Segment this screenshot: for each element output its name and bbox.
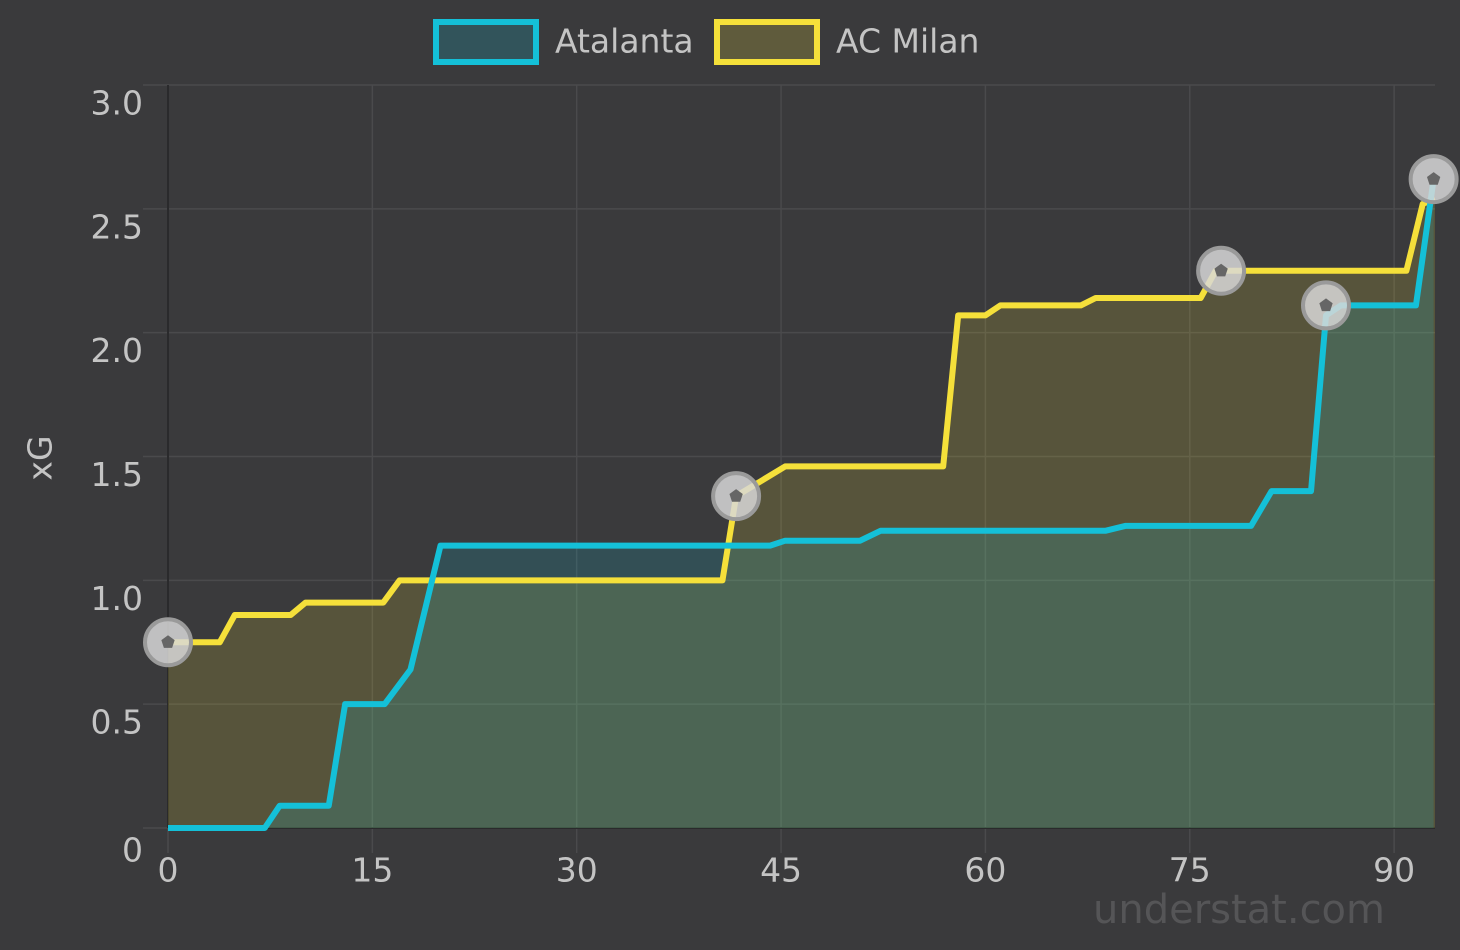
goal-marker: [711, 471, 762, 522]
watermark: understat.com: [1093, 887, 1385, 933]
area: [168, 179, 1434, 828]
x-tick-label: 0: [158, 851, 179, 890]
goal-ball-patch: [161, 635, 175, 648]
y-tick-label: 2.5: [91, 207, 143, 246]
x-tick-label: 75: [1169, 851, 1211, 890]
area: [168, 198, 1435, 829]
y-tick-label: 0: [122, 831, 143, 870]
y-tick-label: 1.5: [91, 455, 143, 494]
goal-ball-patch: [1319, 298, 1333, 312]
goal-ball-patch: [1426, 172, 1441, 185]
goal-ball-patch: [1214, 263, 1228, 277]
goal-marker: [143, 617, 193, 668]
y-axis-label: xG: [21, 435, 60, 480]
x-tick-label: 45: [760, 851, 802, 890]
line: [168, 178, 1437, 831]
x-tick-label: 30: [556, 851, 598, 890]
goal-marker: [1196, 245, 1247, 296]
goal-marker: [1408, 154, 1459, 205]
goal-marker: [1301, 280, 1352, 331]
legend-label[interactable]: Atalanta: [555, 22, 694, 61]
y-tick-label: 1.0: [91, 579, 143, 618]
legend-swatch[interactable]: [714, 19, 820, 65]
legend-label[interactable]: AC Milan: [836, 22, 979, 61]
x-tick-label: 15: [351, 851, 393, 890]
goal-ball-patch: [729, 489, 743, 502]
y-tick-label: 2.0: [91, 331, 143, 370]
legend-swatch[interactable]: [433, 19, 539, 65]
y-tick-label: 0.5: [91, 703, 143, 742]
x-tick-label: 60: [964, 851, 1006, 890]
x-tick-label: 90: [1373, 851, 1415, 890]
y-tick-label: 3.0: [91, 84, 143, 123]
